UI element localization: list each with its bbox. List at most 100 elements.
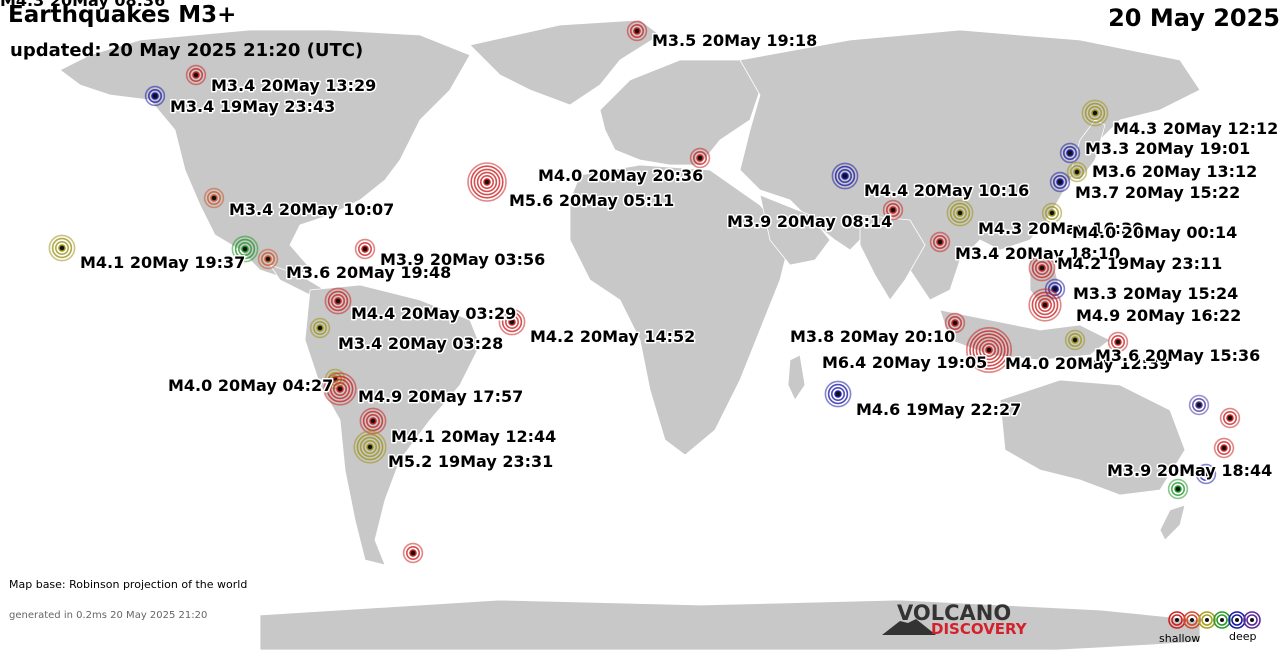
generated-note: generated in 0.2ms 20 May 2025 21:20 bbox=[9, 610, 208, 621]
legend-dot bbox=[1250, 618, 1254, 622]
earthquake-marker[interactable] bbox=[467, 162, 507, 202]
earthquake-label: M3.4 20May 18:10 bbox=[955, 244, 1120, 263]
earthquake-ring bbox=[1059, 142, 1081, 164]
earthquake-marker[interactable] bbox=[882, 199, 904, 221]
earthquake-marker[interactable] bbox=[353, 430, 387, 464]
land-africa bbox=[569, 164, 791, 456]
earthquake-label: M4.9 20May 17:57 bbox=[358, 387, 523, 406]
earthquake-center-dot bbox=[409, 549, 417, 557]
earthquake-marker[interactable] bbox=[1107, 331, 1129, 353]
earthquake-marker[interactable] bbox=[929, 231, 951, 253]
earthquake-label: M4.0 20May 20:36 bbox=[538, 166, 703, 185]
earthquake-label: M5.2 19May 23:31 bbox=[388, 452, 553, 471]
earthquake-marker[interactable] bbox=[1064, 329, 1086, 351]
earthquake-center-dot bbox=[1073, 168, 1081, 176]
earthquake-ring bbox=[473, 168, 501, 196]
earthquake-ring bbox=[357, 242, 372, 257]
earthquake-marker[interactable] bbox=[1066, 161, 1088, 183]
earthquake-marker[interactable] bbox=[1049, 171, 1071, 193]
earthquake-center-dot bbox=[1041, 301, 1049, 309]
earthquake-center-dot bbox=[241, 245, 249, 253]
earthquake-marker[interactable] bbox=[824, 380, 852, 408]
earthquake-marker[interactable] bbox=[831, 162, 859, 190]
depth-legend bbox=[1168, 611, 1261, 629]
earthquake-ring bbox=[1081, 99, 1109, 127]
earthquake-marker[interactable] bbox=[324, 287, 352, 315]
earthquake-marker[interactable] bbox=[1188, 394, 1210, 416]
earthquake-label: M4.2 19May 23:11 bbox=[1057, 254, 1222, 273]
earthquake-ring bbox=[1223, 410, 1238, 425]
earthquake-ring bbox=[1192, 397, 1207, 412]
earthquake-ring bbox=[257, 248, 279, 270]
earthquake-ring bbox=[354, 238, 376, 260]
earthquake-ring bbox=[498, 308, 526, 336]
earthquake-marker[interactable] bbox=[309, 317, 331, 339]
earthquake-marker[interactable] bbox=[185, 64, 207, 86]
earthquake-ring bbox=[54, 241, 69, 256]
earthquake-center-dot bbox=[336, 385, 344, 393]
earthquake-center-dot bbox=[483, 178, 491, 186]
earthquake-marker[interactable] bbox=[1219, 407, 1241, 429]
earthquake-center-dot bbox=[1174, 485, 1182, 493]
earthquake-ring bbox=[309, 317, 331, 339]
earthquake-ring bbox=[330, 293, 345, 308]
earthquake-marker[interactable] bbox=[354, 238, 376, 260]
earthquake-marker[interactable] bbox=[1081, 99, 1109, 127]
earthquake-ring bbox=[362, 439, 377, 454]
earthquake-marker[interactable] bbox=[1195, 463, 1217, 485]
earthquake-ring bbox=[402, 542, 424, 564]
legend-ring bbox=[1201, 614, 1213, 626]
earthquake-marker[interactable] bbox=[1028, 254, 1056, 282]
land-antarctica bbox=[259, 599, 1201, 650]
earthquake-marker[interactable] bbox=[323, 372, 357, 406]
earthquake-ring bbox=[353, 430, 387, 464]
earthquake-marker[interactable] bbox=[257, 248, 279, 270]
earthquake-label: M4.1 20May 12:44 bbox=[391, 427, 556, 446]
earthquake-marker[interactable] bbox=[1167, 478, 1189, 500]
earthquake-ring bbox=[238, 242, 253, 257]
earthquake-ring bbox=[626, 20, 648, 42]
earthquake-marker[interactable] bbox=[498, 308, 526, 336]
earthquake-center-dot bbox=[1226, 414, 1234, 422]
earthquake-ring bbox=[1167, 478, 1189, 500]
earthquake-ring bbox=[1213, 437, 1235, 459]
earthquake-marker[interactable] bbox=[144, 85, 166, 107]
earthquake-center-dot bbox=[334, 297, 342, 305]
legend-ring bbox=[1198, 611, 1216, 629]
earthquake-ring bbox=[837, 169, 852, 184]
earthquake-marker[interactable] bbox=[689, 147, 711, 169]
earthquake-marker[interactable] bbox=[944, 312, 966, 334]
earthquake-ring bbox=[1063, 146, 1078, 161]
earthquake-ring bbox=[476, 171, 498, 193]
earthquake-marker[interactable] bbox=[1213, 437, 1235, 459]
earthquake-center-dot bbox=[192, 71, 200, 79]
earthquake-label: M4.4 20May 10:16 bbox=[864, 181, 1029, 200]
earthquake-ring bbox=[949, 202, 971, 224]
earthquake-marker[interactable] bbox=[48, 234, 76, 262]
land-australia bbox=[999, 379, 1186, 496]
earthquake-marker[interactable] bbox=[1059, 142, 1081, 164]
earthquake-ring bbox=[356, 433, 384, 461]
earthquake-marker[interactable] bbox=[1028, 288, 1062, 322]
earthquake-ring bbox=[952, 206, 967, 221]
logo-text-discovery[interactable]: DISCOVERY bbox=[931, 620, 1027, 638]
earthquake-center-dot bbox=[985, 346, 993, 354]
earthquake-ring bbox=[467, 162, 507, 202]
earthquake-center-dot bbox=[361, 245, 369, 253]
earthquake-marker[interactable] bbox=[359, 407, 387, 435]
earthquake-marker[interactable] bbox=[626, 20, 648, 42]
earthquake-marker[interactable] bbox=[1041, 202, 1063, 224]
earthquake-ring bbox=[827, 383, 849, 405]
legend-dot bbox=[1190, 618, 1194, 622]
earthquake-marker[interactable] bbox=[231, 235, 259, 263]
earthquake-marker[interactable] bbox=[203, 187, 225, 209]
land-japan bbox=[1069, 119, 1106, 181]
earthquake-center-dot bbox=[956, 209, 964, 217]
earthquake-ring bbox=[329, 378, 351, 400]
earthquake-label: M3.3 20May 15:24 bbox=[1073, 284, 1238, 303]
earthquake-marker[interactable] bbox=[402, 542, 424, 564]
earthquake-marker[interactable] bbox=[946, 199, 974, 227]
earthquake-marker[interactable] bbox=[965, 326, 1012, 373]
logo-text-volcano[interactable]: VOLCANO bbox=[897, 601, 1012, 625]
